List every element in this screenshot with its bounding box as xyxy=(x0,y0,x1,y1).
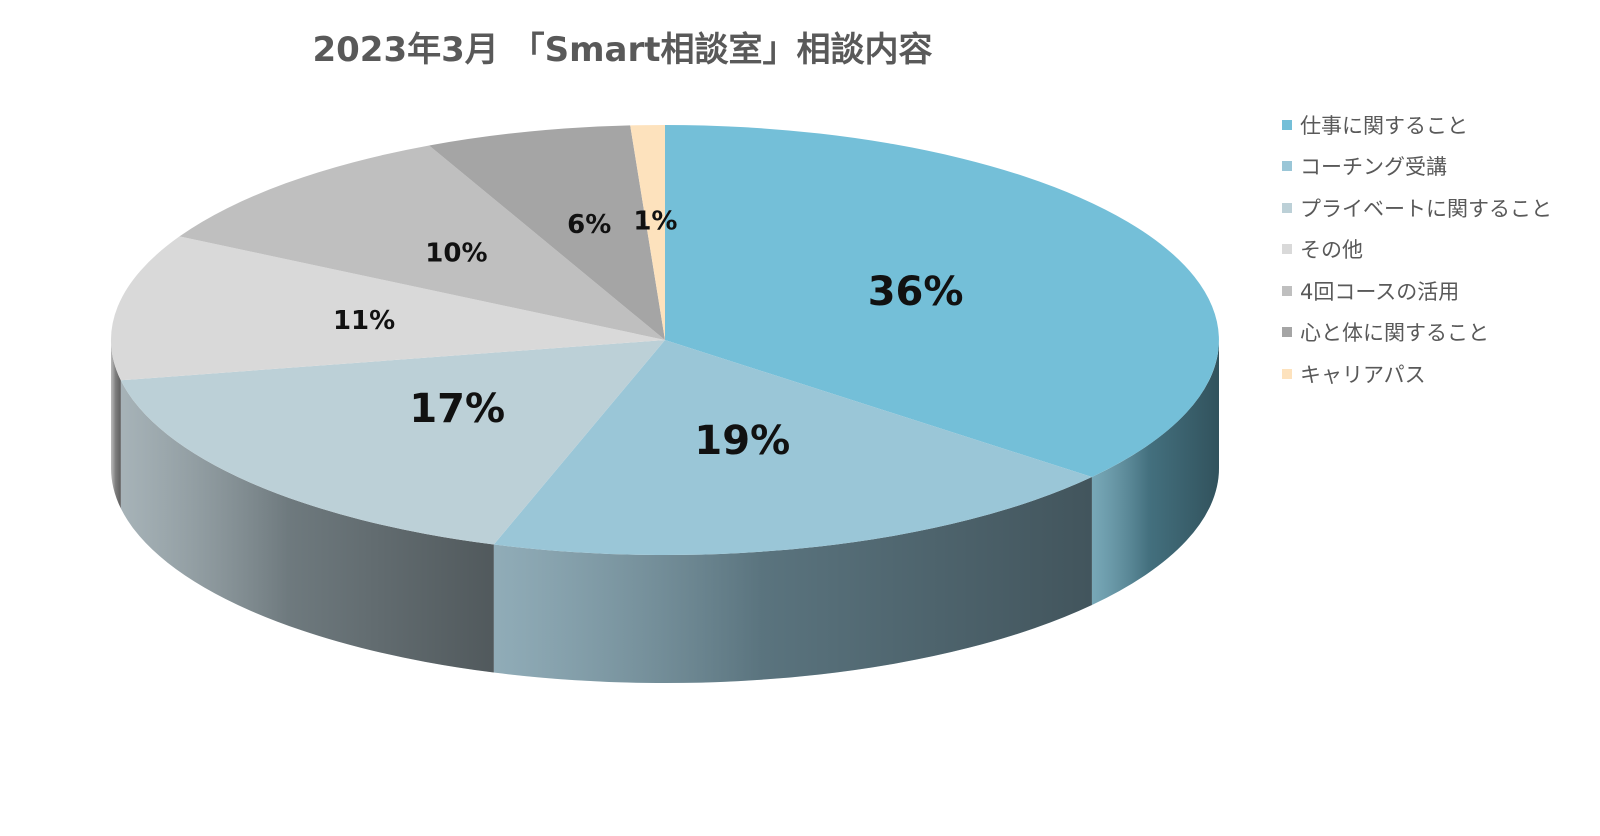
pie-slice-5 xyxy=(179,145,665,340)
legend-swatch xyxy=(1282,244,1292,255)
legend-swatch xyxy=(1282,368,1292,379)
pie-chart: 36% 19% 17% 11% 10% 6% 1% xyxy=(110,124,1219,684)
pie-slice-7 xyxy=(630,124,665,340)
legend-swatch xyxy=(1282,285,1292,296)
legend-label: コーチング受講 xyxy=(1300,155,1447,180)
data-labels: 36% 19% 17% 11% 10% 6% 1% xyxy=(333,206,963,464)
data-label-5: 10% xyxy=(425,238,487,268)
legend-label: 仕事に関すること xyxy=(1300,113,1468,138)
legend-swatch xyxy=(1282,327,1292,338)
legend-item-2: コーチング受講 xyxy=(1282,146,1552,188)
legend-swatch xyxy=(1282,161,1292,172)
legend: 仕事に関すること コーチング受講プライベートに関すること その他 4回コースの活用心と… xyxy=(1282,104,1552,395)
legend-label: プライベートに関すること xyxy=(1300,196,1552,221)
data-label-7: 1% xyxy=(633,206,677,236)
legend-label: その他 xyxy=(1300,238,1363,263)
pie-side-walls xyxy=(110,340,1219,684)
legend-label: キャリアパス xyxy=(1300,362,1426,387)
chart-title: 2023年3月 「Smart相談室」相談内容 xyxy=(312,30,933,70)
legend-item-6: 心と体に関すること xyxy=(1282,312,1552,354)
pie-side-shade-2 xyxy=(493,477,1092,684)
pie-slice-2 xyxy=(493,340,1092,556)
legend-item-7: キャリアパス xyxy=(1282,353,1552,395)
pie-side-shade-1 xyxy=(1091,340,1219,605)
pie-slice-6 xyxy=(429,125,665,341)
legend-item-3: プライベートに関すること xyxy=(1282,187,1552,229)
data-label-6: 6% xyxy=(567,210,611,240)
legend-label: 4回コースの活用 xyxy=(1300,279,1460,304)
legend-item-4: その他 xyxy=(1282,229,1552,271)
pie-slices xyxy=(110,124,1219,556)
legend-item-1: 仕事に関すること xyxy=(1282,104,1552,146)
legend-swatch xyxy=(1282,119,1292,130)
legend-swatch xyxy=(1282,202,1292,213)
data-label-4: 11% xyxy=(333,306,395,336)
pie-slice-1 xyxy=(665,125,1219,477)
data-label-3: 17% xyxy=(409,386,505,432)
legend-item-5: 4回コースの活用 xyxy=(1282,270,1552,312)
pie-slice-3 xyxy=(120,340,666,545)
legend-label: 心と体に関すること xyxy=(1300,321,1489,346)
data-label-2: 19% xyxy=(694,418,790,464)
pie-side-shade-4 xyxy=(110,340,121,509)
pie-side-shade-3 xyxy=(120,380,494,673)
data-label-1: 36% xyxy=(868,269,964,315)
pie-slice-4 xyxy=(110,236,665,381)
